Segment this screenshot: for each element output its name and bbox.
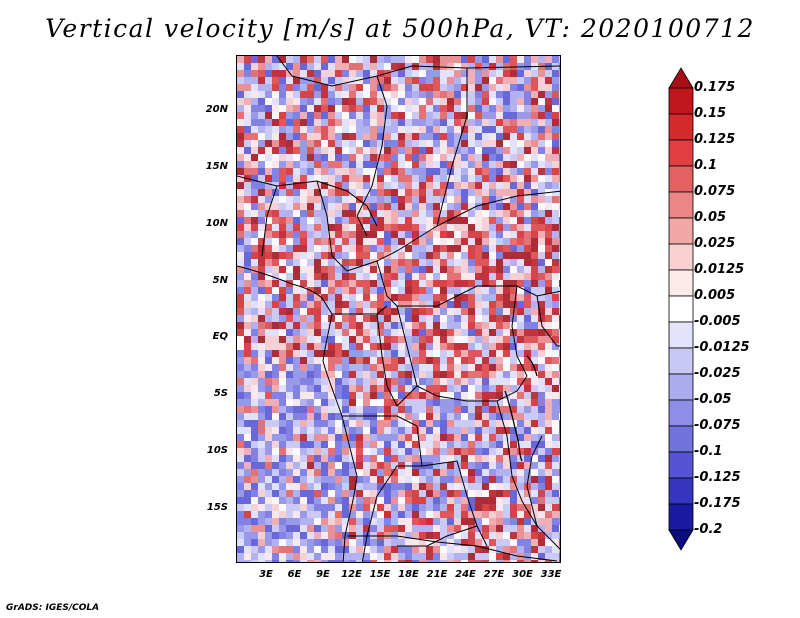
colorbar-swatch [668,295,694,323]
colorbar-tick-label: 0.125 [694,132,736,147]
lon-tick-label: 9E [316,569,330,580]
velocity-field [237,56,560,562]
lat-tick-label: 10N [205,218,228,229]
colorbar-swatch [668,87,694,115]
colorbar-swatch [668,217,694,245]
colorbar-swatch [668,347,694,375]
colorbar-tick-label: -0.025 [694,366,741,381]
lon-tick-label: 15E [369,569,391,580]
colorbar-tick-label: -0.005 [694,314,741,329]
lon-tick-label: 30E [512,569,533,580]
colorbar-tick-label: 0.05 [694,210,727,225]
colorbar-tick-label: -0.175 [694,496,741,511]
colorbar-tick-label: 0.075 [694,184,736,199]
colorbar-swatch [668,269,694,297]
colorbar-swatch [668,451,694,479]
lon-tick-label: 27E [483,569,505,580]
lon-tick-label: 6E [287,569,302,580]
lat-tick-label: 20N [205,104,228,115]
colorbar-tick-label: 0.175 [694,80,736,95]
colorbar-tick-label: -0.1 [694,444,723,459]
lat-tick-label: EQ [212,331,228,342]
lat-tick-label: 15S [206,502,228,513]
colorbar-tick-label: -0.05 [694,392,732,407]
colorbar-swatch [668,243,694,271]
colorbar-tick-label: 0.0125 [694,262,745,277]
lon-tick-label: 3E [259,569,273,580]
lon-tick-label: 21E [426,569,448,580]
lon-tick-label: 18E [398,569,419,580]
lat-tick-label: 15N [205,161,228,172]
colorbar-swatch [668,321,694,349]
colorbar-tick-label: -0.075 [694,418,741,433]
colorbar-swatch [668,399,694,427]
colorbar-tick-label: -0.2 [694,522,723,537]
colorbar-swatch [668,477,694,505]
lat-tick-label: 5N [212,275,228,286]
lon-tick-label: 24E [455,569,476,580]
grads-credit: GrADS: IGES/COLA [6,603,100,613]
colorbar [668,67,694,551]
colorbar-swatch [668,113,694,141]
colorbar-swatch [668,165,694,193]
colorbar-swatch [668,139,694,167]
colorbar-tick-label: 0.15 [694,106,727,121]
chart-title: Vertical velocity [m/s] at 500hPa, VT: 2… [45,14,755,43]
colorbar-tick-label: 0.025 [694,236,736,251]
country-borders [237,56,560,562]
lon-tick-label: 33E [540,569,562,580]
colorbar-top-arrow [668,67,694,89]
map-panel [236,55,561,563]
colorbar-tick-label: -0.0125 [694,340,750,355]
lon-tick-label: 12E [341,569,362,580]
lat-tick-label: 5S [213,388,228,399]
colorbar-swatch [668,503,694,531]
colorbar-swatch [668,191,694,219]
lat-tick-label: 10S [206,445,228,456]
map-canvas [237,56,560,562]
colorbar-tick-label: 0.005 [694,288,736,303]
colorbar-swatch [668,373,694,401]
colorbar-tick-label: 0.1 [694,158,718,173]
colorbar-swatch [668,425,694,453]
colorbar-bottom-arrow [668,529,694,551]
colorbar-tick-label: -0.125 [694,470,741,485]
